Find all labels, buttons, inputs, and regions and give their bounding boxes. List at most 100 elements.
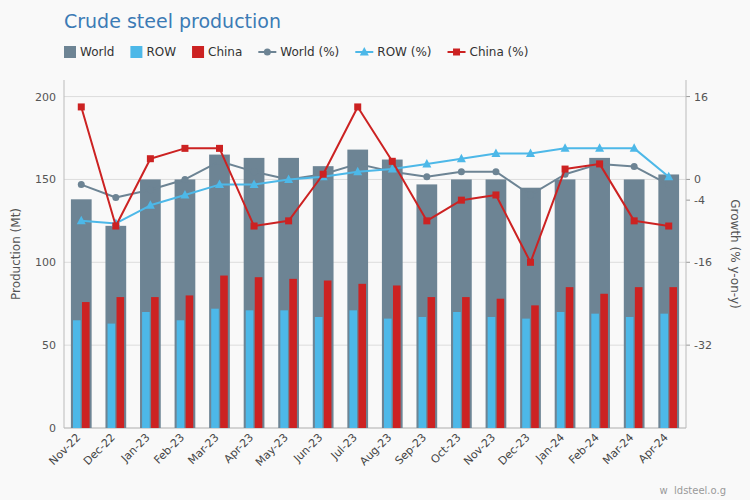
legend-swatch: [130, 46, 142, 58]
background: [0, 0, 750, 500]
chart: 050100150200-32-16016-4 Nov-22Dec-22Jan-…: [0, 0, 750, 500]
y2-tick-label: 0: [694, 173, 701, 186]
marker: [423, 217, 430, 224]
bar: [349, 310, 357, 428]
marker: [354, 103, 361, 110]
marker: [112, 194, 119, 201]
marker: [630, 143, 639, 152]
bar: [220, 276, 228, 428]
bar: [71, 199, 92, 428]
x-tick-label: May-23: [253, 431, 291, 469]
marker: [181, 145, 188, 152]
x-tick-label: Jan-23: [118, 431, 153, 466]
line: [81, 148, 668, 223]
bar: [82, 302, 90, 428]
legend-swatch: [64, 46, 76, 58]
bar: [660, 314, 668, 428]
bar: [289, 279, 297, 428]
bar: [462, 297, 470, 428]
bar: [488, 317, 496, 428]
bar: [555, 179, 576, 428]
y-axis-line: [64, 80, 65, 428]
bar: [658, 174, 679, 428]
bar: [486, 179, 507, 428]
bar: [589, 158, 610, 428]
marker: [458, 168, 465, 175]
marker: [422, 159, 431, 168]
y-tick-label: 0: [49, 422, 56, 435]
marker: [77, 216, 86, 225]
bar: [566, 287, 574, 428]
y2-tick-label: -16: [694, 256, 712, 269]
marker: [665, 181, 672, 188]
marker: [492, 168, 499, 175]
bar: [600, 294, 608, 428]
legend-label: World: [80, 45, 114, 59]
marker: [216, 158, 223, 165]
legend-label: China (%): [470, 45, 529, 59]
bar: [522, 319, 530, 428]
bar: [278, 158, 299, 428]
marker: [78, 103, 85, 110]
bar: [497, 299, 505, 428]
marker: [320, 171, 327, 178]
y2-tick-mark: [686, 200, 690, 201]
marker: [561, 143, 570, 152]
marker: [147, 186, 154, 193]
bar: [151, 297, 159, 428]
marker: [146, 200, 155, 209]
marker: [631, 163, 638, 170]
bar: [315, 317, 323, 428]
y2-tick-label: -4: [694, 194, 707, 207]
x-tick-label: Dec-23: [496, 431, 533, 468]
x-tick-label: Dec-22: [81, 431, 118, 468]
marker: [180, 190, 189, 199]
bar: [591, 314, 599, 428]
marker: [423, 173, 430, 180]
marker: [492, 191, 499, 198]
marker: [527, 191, 534, 198]
y2-tick-label: 16: [694, 91, 708, 104]
legend-label: China: [208, 45, 242, 59]
x-tick-label: Feb-23: [151, 431, 187, 467]
marker: [665, 223, 672, 230]
x-tick-label: Jul-23: [328, 431, 360, 463]
y2-tick-mark: [686, 345, 690, 346]
legend-label: World (%): [280, 45, 339, 59]
y2-axis-label: Growth (% y-on-y): [728, 199, 742, 308]
bar: [255, 277, 263, 428]
grid-line: [64, 96, 686, 97]
bar: [451, 179, 472, 428]
bar: [419, 317, 427, 428]
marker: [250, 180, 259, 189]
marker: [78, 181, 85, 188]
marker: [353, 167, 362, 176]
marker: [526, 149, 535, 158]
x-tick-label: Apr-23: [221, 431, 256, 466]
y-axis-label: Production (Mt): [9, 208, 23, 300]
bar: [428, 297, 436, 428]
line: [81, 107, 668, 262]
y2-axis-line: [686, 80, 687, 428]
watermark: w ldsteel.o.g: [659, 485, 726, 496]
bar: [175, 179, 196, 428]
marker: [216, 145, 223, 152]
legend-label: ROW (%): [377, 45, 431, 59]
legend-label: ROW: [146, 45, 176, 59]
y-tick-label: 100: [35, 256, 56, 269]
marker: [354, 160, 361, 167]
legend-swatch: [264, 49, 271, 56]
bar: [347, 150, 368, 428]
legend: World ROW China World (%) ROW (%) China (%): [64, 45, 528, 59]
bar: [108, 324, 116, 428]
bar: [520, 188, 541, 428]
marker: [389, 158, 396, 165]
bar: [416, 184, 437, 428]
marker: [457, 154, 466, 163]
marker: [251, 223, 258, 230]
y2-tick-mark: [686, 179, 690, 180]
bar: [393, 285, 401, 428]
bar: [209, 155, 230, 428]
marker: [251, 168, 258, 175]
bar: [73, 320, 81, 428]
